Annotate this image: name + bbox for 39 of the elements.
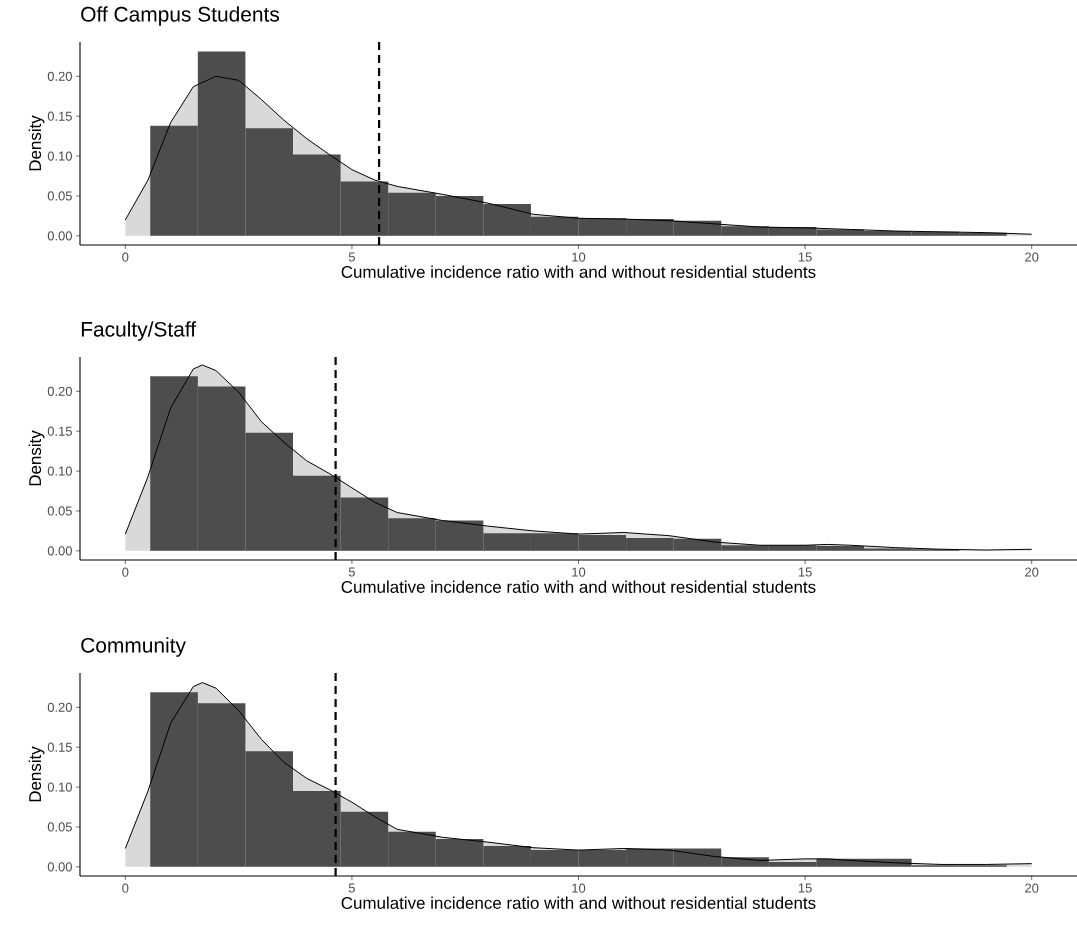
x-tick-label: 0 xyxy=(122,883,129,893)
y-tick-label: 0.10 xyxy=(47,466,72,476)
y-axis-title: Density xyxy=(28,430,45,486)
y-tick-label: 0.20 xyxy=(47,71,72,81)
y-tick-label: 0.10 xyxy=(47,151,72,161)
y-tick-label: 0.20 xyxy=(47,386,72,396)
x-tick-label: 20 xyxy=(1025,252,1039,262)
x-tick-label: 20 xyxy=(1025,567,1039,577)
y-tick-label: 0.15 xyxy=(47,742,72,752)
y-tick-label: 0.05 xyxy=(47,191,72,201)
chart-title: Off Campus Students xyxy=(81,6,280,26)
x-tick-label: 15 xyxy=(798,567,812,577)
y-tick-label: 0.05 xyxy=(47,822,72,832)
y-axis-title: Density xyxy=(28,115,45,171)
x-tick-label: 20 xyxy=(1025,883,1039,893)
x-axis-title: Cumulative incidence ratio with and without residential students xyxy=(341,580,816,593)
x-tick-label: 0 xyxy=(122,252,129,262)
x-tick-label: 5 xyxy=(348,883,355,893)
x-tick-label: 5 xyxy=(348,252,355,262)
chart-title: Faculty/Staff xyxy=(81,321,197,341)
x-tick-label: 0 xyxy=(122,567,129,577)
x-axis-title: Cumulative incidence ratio with and without residential students xyxy=(341,265,816,278)
x-tick-label: 10 xyxy=(572,567,586,577)
y-tick-label: 0.05 xyxy=(47,506,72,516)
x-tick-label: 10 xyxy=(572,252,586,262)
y-tick-label: 0.20 xyxy=(47,702,72,712)
x-tick-label: 15 xyxy=(798,883,812,893)
y-tick-label: 0.00 xyxy=(47,231,72,241)
y-axis-title: Density xyxy=(28,746,45,802)
x-tick-label: 15 xyxy=(798,252,812,262)
y-tick-label: 0.15 xyxy=(47,426,72,436)
x-axis-title: Cumulative incidence ratio with and without residential students xyxy=(341,896,816,909)
y-tick-label: 0.15 xyxy=(47,111,72,121)
x-tick-label: 10 xyxy=(572,883,586,893)
y-tick-label: 0.00 xyxy=(47,546,72,556)
y-tick-label: 0.10 xyxy=(47,782,72,792)
x-tick-label: 5 xyxy=(348,567,355,577)
y-tick-label: 0.00 xyxy=(47,862,72,872)
chart-title: Community xyxy=(81,637,186,657)
